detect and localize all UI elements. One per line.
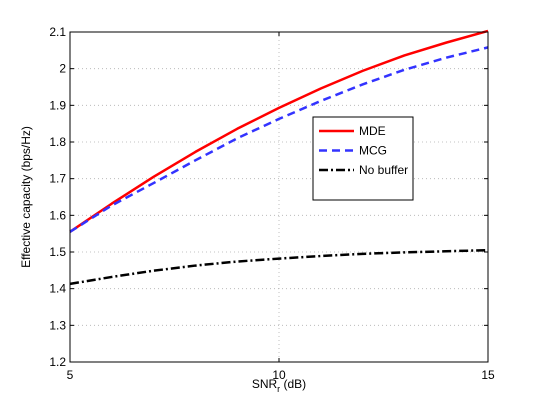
series-line-mde: [69, 29, 489, 233]
grid-lines: [70, 32, 488, 362]
y-tick-label: 2: [59, 62, 66, 76]
x-tick-label: 5: [67, 368, 74, 382]
y-tick-label: 1.2: [49, 355, 66, 369]
series-line-no-buffer: [69, 248, 489, 286]
legend-label-mde: MDE: [359, 124, 386, 138]
legend-label-mcg: MCG: [359, 144, 387, 158]
x-axis-label: SNRr (dB): [252, 377, 306, 394]
y-tick-label: 1.5: [49, 245, 66, 259]
y-tick-label: 1.7: [49, 172, 66, 186]
x-tick-labels: 5 10 15: [67, 368, 495, 382]
x-axis-label-subscript: r: [277, 384, 280, 394]
x-axis-label-unit: (dB): [280, 377, 306, 391]
y-tick-label: 1.4: [49, 282, 66, 296]
y-axis-label: Effective capacity (bps/Hz): [19, 126, 33, 268]
plot-area: [70, 32, 488, 362]
x-tick-label: 15: [481, 368, 495, 382]
legend: MDE MCG No buffer: [312, 116, 414, 201]
y-tick-labels: 1.2 1.3 1.4 1.5 1.6 1.7 1.8 1.9 2 2.1: [49, 25, 66, 369]
legend-label-no-buffer: No buffer: [359, 163, 408, 177]
series-layer: [69, 29, 489, 286]
y-tick-label: 2.1: [49, 25, 66, 39]
y-tick-label: 1.8: [49, 135, 66, 149]
y-tick-label: 1.3: [49, 318, 66, 332]
x-axis-label-main: SNR: [252, 377, 278, 391]
series-line-mcg: [69, 46, 489, 233]
axis-ticks: [69, 31, 489, 363]
y-tick-label: 1.9: [49, 98, 66, 112]
x-tick-label: 10: [272, 368, 286, 382]
y-tick-label: 1.6: [49, 208, 66, 222]
